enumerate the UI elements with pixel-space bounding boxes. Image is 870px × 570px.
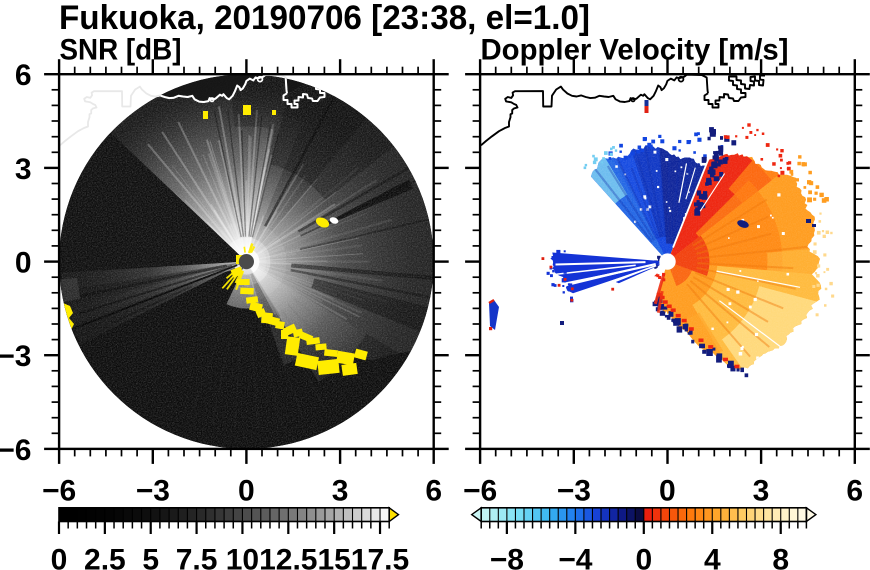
- svg-text:3: 3: [332, 475, 349, 508]
- svg-text:6: 6: [15, 59, 32, 92]
- svg-text:7.5: 7.5: [176, 543, 218, 570]
- svg-text:12.5: 12.5: [259, 543, 317, 570]
- svg-text:0: 0: [51, 543, 68, 570]
- svg-text:10: 10: [226, 543, 259, 570]
- svg-text:5: 5: [142, 543, 159, 570]
- svg-text:−3: −3: [136, 475, 170, 508]
- svg-text:−4: −4: [558, 543, 593, 570]
- svg-text:0: 0: [635, 543, 652, 570]
- svg-text:8: 8: [772, 543, 789, 570]
- svg-text:3: 3: [15, 153, 32, 186]
- svg-text:0: 0: [238, 475, 255, 508]
- svg-text:−8: −8: [490, 543, 524, 570]
- svg-text:SNR [dB]: SNR [dB]: [60, 34, 182, 67]
- svg-text:4: 4: [704, 543, 721, 570]
- svg-text:Doppler Velocity [m/s]: Doppler Velocity [m/s]: [481, 34, 789, 67]
- svg-text:17.5: 17.5: [351, 543, 409, 570]
- svg-text:−3: −3: [0, 340, 32, 373]
- svg-text:3: 3: [753, 475, 770, 508]
- svg-text:6: 6: [846, 475, 863, 508]
- svg-text:−3: −3: [557, 475, 591, 508]
- svg-text:6: 6: [425, 475, 442, 508]
- svg-text:−6: −6: [0, 434, 32, 467]
- svg-text:Fukuoka, 20190706 [23:38, el=1: Fukuoka, 20190706 [23:38, el=1.0]: [59, 0, 590, 37]
- svg-text:−6: −6: [463, 475, 497, 508]
- svg-text:15: 15: [318, 543, 351, 570]
- svg-text:0: 0: [15, 246, 32, 279]
- svg-text:0: 0: [659, 475, 676, 508]
- svg-text:2.5: 2.5: [84, 543, 126, 570]
- svg-text:−6: −6: [42, 475, 76, 508]
